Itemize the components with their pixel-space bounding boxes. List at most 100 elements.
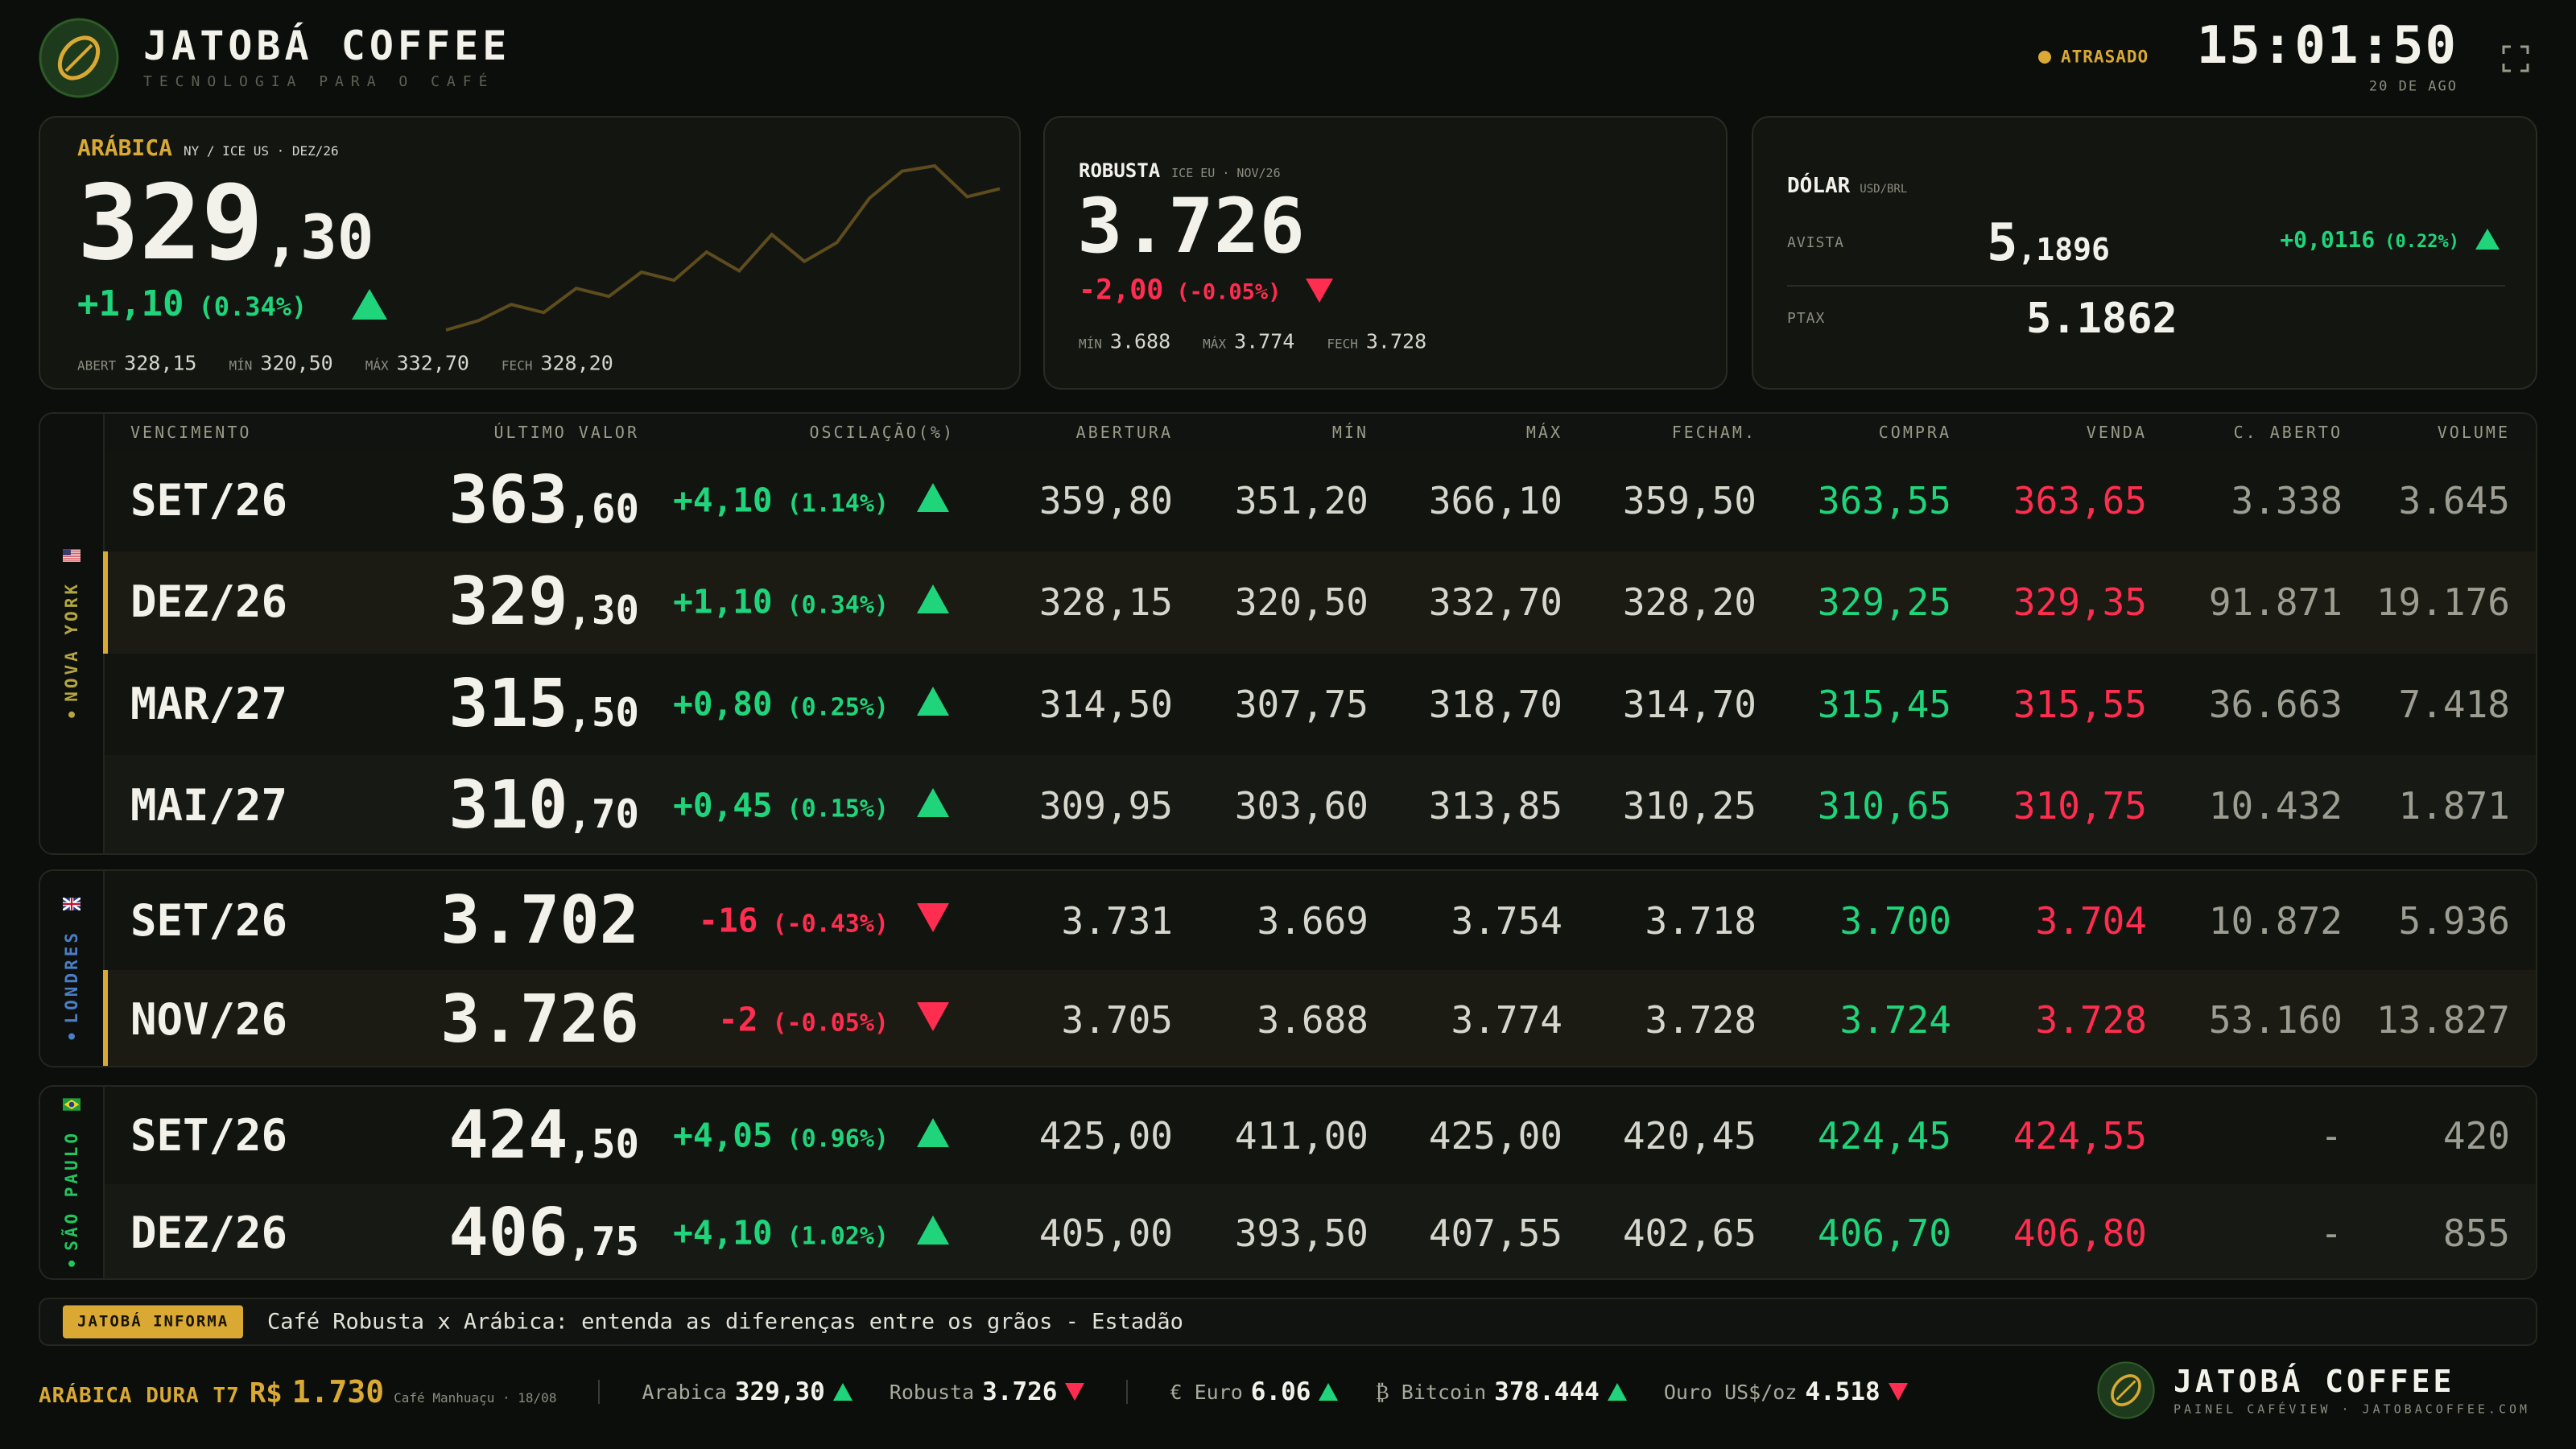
ticker-group: Arabica 329,30 Robusta 3.726 [642,1377,1085,1406]
trend-up [917,1117,949,1147]
change: +0,0116 (0.22%) [2280,229,2459,251]
triangle [832,1383,852,1401]
arabica-card: ARÁBICA NY / ICE US · DEZ/26 329,30 +1,10 (0… [39,116,1021,390]
buy: 406,70 [1817,1211,1951,1255]
max: 425,00 [1428,1113,1563,1158]
trend-up [352,289,387,320]
ticker: Arabica 329,30 [642,1377,852,1406]
ticker: ₿ Bitcoin 378.444 [1375,1379,1627,1405]
status-dot [2038,51,2051,64]
change-abs: +0,0116 [2280,226,2376,253]
triangle [917,584,949,614]
trend-down [917,902,949,932]
stat: FECH 3.728 [1327,332,1426,352]
contract: MAI/27 [130,779,288,831]
change: -2,00 (-0.05%) [1079,274,1281,307]
fullscreen-button[interactable] [2502,45,2529,72]
triangle [1888,1383,1908,1401]
column-header: FECHAM. [1671,423,1757,442]
last-int: 3.726 [440,980,639,1058]
close: 314,70 [1622,682,1757,726]
sell: 3.728 [2035,997,2147,1042]
price-dec: ,30 [263,201,374,273]
ticker-value: 329,30 [734,1377,825,1406]
flag [63,1098,80,1111]
stat-label: MÍN [1079,336,1102,352]
market-group: SÃO PAULO SET/26 424,50 +4,05 (0.96%) 425,00 4… [39,1085,2537,1280]
change: -16 (-0.43%) [698,904,889,937]
stat-value: 328,15 [124,351,197,375]
change-pct: (0.96%) [786,1125,889,1153]
min: 303,60 [1234,783,1368,828]
last-dec: ,30 [568,588,639,634]
last-value: 363,60 [448,468,639,534]
buy: 363,55 [1817,479,1951,523]
row [105,653,2536,755]
change-abs: +1,10 [673,582,773,621]
stat-label: MÍN [229,357,253,374]
change-abs: -2,00 [1079,274,1164,307]
sell: 363,65 [2013,479,2147,523]
group-label: LONDRES [62,930,81,1040]
local-value: 1.730 [291,1374,385,1410]
last-value: 3.702 [440,887,639,954]
trend-up [917,1215,949,1245]
group-dot [68,1033,75,1040]
volume: 7.418 [2398,682,2510,726]
trend-up [917,787,949,817]
buy: 315,45 [1817,682,1951,726]
ticker-name: Robusta [889,1380,975,1404]
trend-down [1888,1383,1908,1401]
row [105,871,2536,970]
ptax-value: 5.1862 [2026,295,2178,343]
min: 320,50 [1234,580,1368,625]
group-dot [68,711,75,718]
sell: 310,75 [2013,783,2147,828]
market-group: LONDRES SET/26 3.702 -16 (-0.43%) 3.731 3.669 3… [39,869,2537,1067]
local-currency: R$ [249,1377,283,1410]
sell: 315,55 [2013,682,2147,726]
change-abs: +1,10 [77,283,184,324]
stat: MÁX 3.774 [1203,332,1294,352]
active-marker [103,970,108,1066]
close: 359,50 [1622,479,1757,523]
triangle [1319,1383,1339,1401]
change-abs: +4,10 [673,481,773,520]
max: 313,85 [1428,783,1563,828]
last-dec: ,50 [568,1121,639,1167]
spot-dec: ,1896 [2017,232,2110,267]
card-name: DÓLAR [1787,174,1851,198]
min: 307,75 [1234,682,1368,726]
contract: SET/26 [130,475,288,526]
sell: 406,80 [2013,1211,2147,1255]
ticker-name: € Euro [1170,1380,1243,1404]
change: +4,10 (1.02%) [673,1216,889,1249]
ticker-value: 6.06 [1250,1377,1311,1406]
volume: 5.936 [2398,898,2510,943]
ticker: Robusta 3.726 [889,1379,1085,1405]
spot-price: 5,1896 [1987,217,2110,269]
brand: JATOBÁ COFFEE [143,23,511,69]
triangle [917,1215,949,1245]
trend-up [2475,229,2500,250]
group-strip: NOVA YORK [40,414,105,853]
column-header: VENDA [2086,423,2147,442]
last-dec: ,60 [568,486,639,533]
row [105,1087,2536,1184]
column-header: VENCIMENTO [130,423,252,442]
change: +1,10 (0.34%) [77,287,307,322]
sell: 424,55 [2013,1113,2147,1158]
trend-up [1319,1383,1339,1401]
change: +0,80 (0.25%) [673,687,889,720]
min: 3.669 [1257,898,1368,943]
sell: 329,35 [2013,580,2147,625]
ticker: Ouro US$/oz 4.518 [1664,1379,1908,1405]
group-strip: SÃO PAULO [40,1087,105,1278]
volume: 855 [2442,1211,2510,1255]
trend-up [917,686,949,716]
contract: MAR/27 [130,678,288,729]
ticker-name: ₿ Bitcoin [1375,1380,1487,1404]
dollar-card: DÓLAR USD/BRL AVISTA 5,1896 +0,0116 (0.22%) PT… [1752,116,2537,390]
change: +0,45 (0.15%) [673,789,889,822]
open: 314,50 [1038,682,1173,726]
